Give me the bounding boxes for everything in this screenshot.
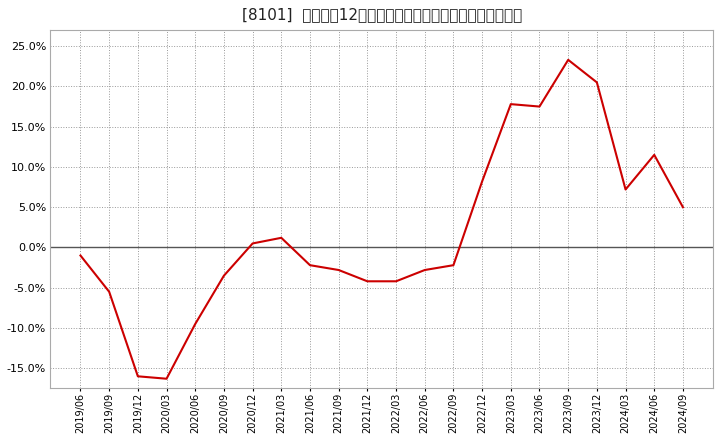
Title: [8101]  売上高の12か月移動合計の対前年同期増減率の推移: [8101] 売上高の12か月移動合計の対前年同期増減率の推移 (242, 7, 522, 22)
